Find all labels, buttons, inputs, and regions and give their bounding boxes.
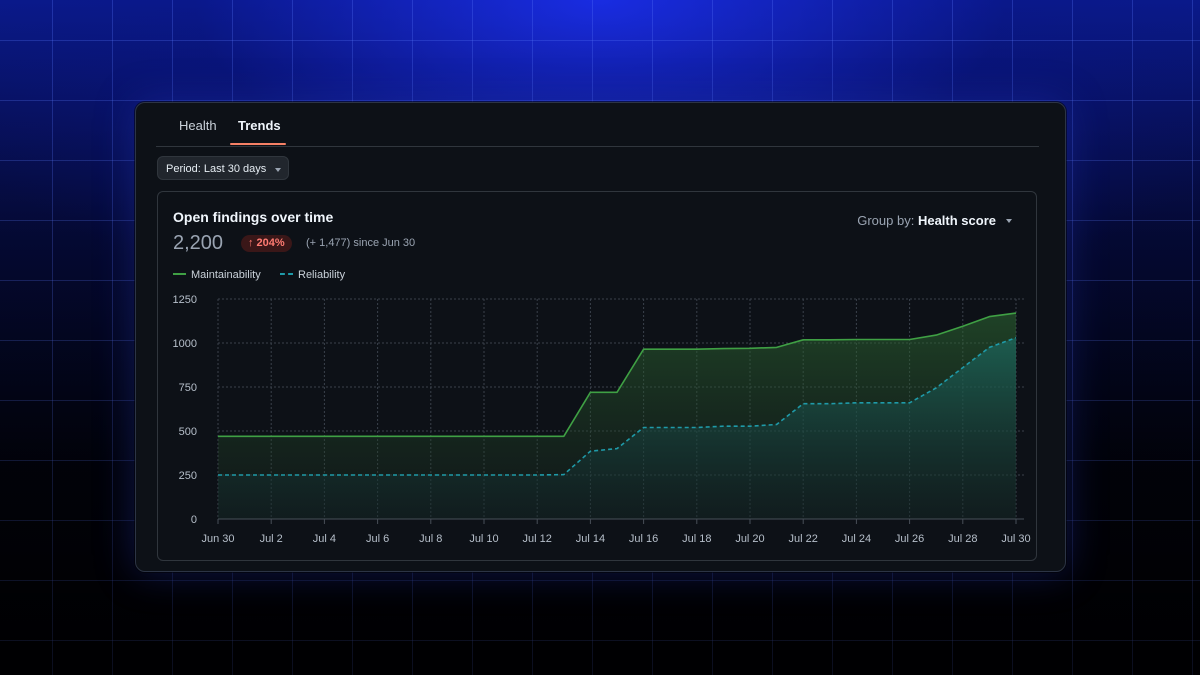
period-label: Period: Last 30 days — [166, 163, 267, 175]
legend-swatch-reliability — [280, 273, 293, 276]
x-tick-label: Jul 12 — [523, 533, 552, 545]
series-line-reliability — [218, 336, 1017, 476]
insights-panel: Health Trends Period: Last 30 days Open … — [135, 102, 1066, 572]
y-tick-label: 250 — [179, 470, 197, 482]
x-tick-label: Jul 18 — [682, 533, 711, 545]
x-tick-label: Jul 2 — [260, 533, 283, 545]
chart-areas — [218, 313, 1016, 519]
x-tick-label: Jul 24 — [842, 533, 871, 545]
change-text: (+ 1,477) since Jun 30 — [306, 237, 416, 249]
legend-item-reliability: Reliability — [280, 269, 345, 281]
x-tick-label: Jul 20 — [735, 533, 764, 545]
x-tick-label: Jul 14 — [576, 533, 605, 545]
tab-health[interactable]: Health — [179, 118, 217, 133]
group-by-label: Group by: — [857, 213, 915, 228]
tab-trends[interactable]: Trends — [238, 118, 281, 133]
y-tick-label: 0 — [191, 514, 197, 526]
period-dropdown[interactable]: Period: Last 30 days — [157, 156, 289, 180]
legend-item-maintainability: Maintainability — [173, 269, 261, 281]
group-by-dropdown[interactable]: Group by: Health score — [857, 213, 1014, 228]
x-tick-label: Jul 4 — [313, 533, 336, 545]
y-tick-label: 750 — [179, 382, 197, 394]
x-tick-label: Jul 30 — [1001, 533, 1030, 545]
total-findings: 2,200 — [173, 232, 224, 254]
x-tick-label: Jul 8 — [419, 533, 442, 545]
findings-chart: 0 250 500 750 1000 1250 Jun 30 Jul 2 Jul 4 Jul 6 J… — [173, 294, 1031, 545]
legend-label-reliability: Reliability — [298, 269, 346, 281]
x-tick-label: Jul 26 — [895, 533, 924, 545]
series-line-maintainability — [218, 312, 1017, 438]
legend-label-maintainability: Maintainability — [191, 269, 261, 281]
x-tick-label: Jun 30 — [201, 533, 234, 545]
chart-axes: 0 250 500 750 1000 1250 Jun 30 Jul 2 Jul 4 Jul 6 J… — [173, 294, 1031, 545]
x-tick-label: Jul 6 — [366, 533, 389, 545]
x-tick-label: Jul 16 — [629, 533, 658, 545]
group-by-value: Health score — [917, 213, 996, 228]
change-badge: ↑ 204% — [241, 235, 292, 252]
active-tab-indicator — [230, 143, 286, 145]
card-title: Open findings over time — [173, 209, 334, 225]
open-findings-card: Open findings over time 2,200 ↑ 204% (+ … — [157, 191, 1037, 561]
chart-lines — [218, 312, 1017, 476]
y-tick-label: 500 — [179, 426, 197, 438]
x-tick-label: Jul 28 — [948, 533, 977, 545]
y-tick-label: 1000 — [173, 338, 197, 350]
x-tick-label: Jul 10 — [469, 533, 498, 545]
area-reliability — [218, 337, 1016, 519]
y-tick-label: 1250 — [173, 294, 197, 306]
legend-swatch-maintainability — [173, 273, 186, 276]
chevron-down-icon — [275, 168, 281, 172]
tab-bar: Health Trends — [156, 103, 1039, 147]
x-tick-label: Jul 22 — [789, 533, 818, 545]
chevron-down-icon — [1006, 219, 1012, 223]
